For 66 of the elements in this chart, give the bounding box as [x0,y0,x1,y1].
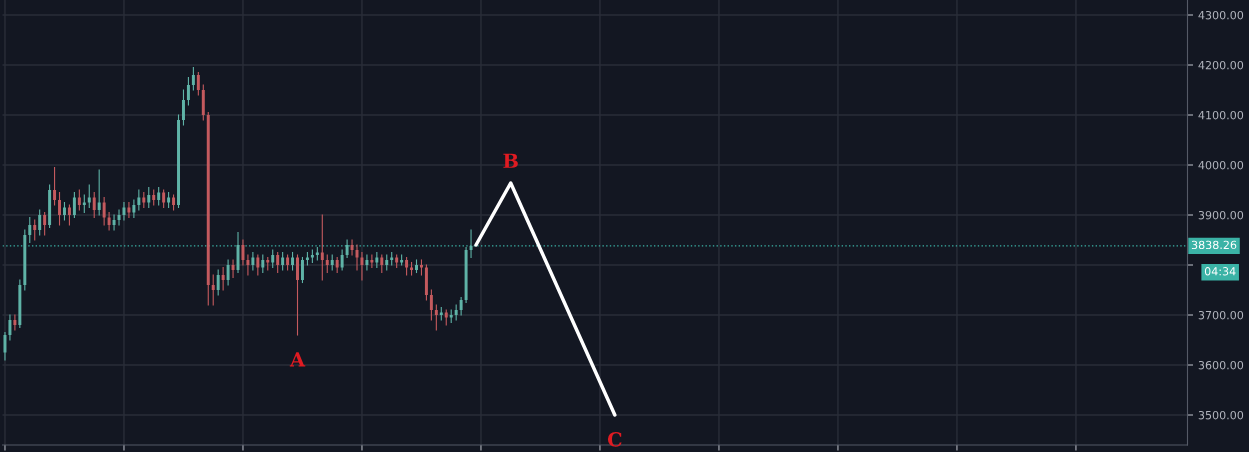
candlestick [28,216,32,244]
candlestick [3,331,7,361]
candlestick [62,201,66,221]
candlestick [320,214,324,281]
y-tick-label: 4300.00 [1198,10,1244,20]
candlestick [87,184,91,209]
candlestick [226,259,230,286]
candlestick [296,254,299,336]
ref-line-label: 3838.26 [1191,240,1237,250]
candlestick [350,239,354,256]
y-tick-label: 4000.00 [1198,160,1244,170]
candlestick [360,251,364,281]
candlestick [459,296,463,316]
y-tick-label: 3700.00 [1198,310,1244,320]
candlestick [107,211,111,231]
candlestick [186,76,190,106]
candlestick [221,266,225,291]
candlestick [370,254,374,269]
candlestick [181,89,185,126]
candlestick [8,314,12,341]
candlestick [340,249,344,271]
candlestick [72,191,76,219]
candlestick [58,191,61,226]
candlestick [13,314,17,331]
candlestick [147,186,151,209]
candlestick [33,219,37,241]
candlestick [365,254,369,271]
candlestick [211,274,215,306]
candlestick [117,209,121,226]
candlestick [112,214,116,231]
candlestick [246,254,250,276]
candlestick [256,254,260,276]
candlestick [191,66,195,91]
candlestick [127,201,131,219]
y-tick-label: 4100.00 [1198,110,1244,120]
annotation: A [289,352,306,367]
candlestick [429,289,433,321]
annotation: B [503,153,518,168]
candlestick [241,239,245,266]
candlestick [38,209,42,236]
y-tick-label: 3600.00 [1198,360,1244,370]
candlestick [276,251,280,274]
candlestick [53,166,57,206]
candlestick [415,259,418,274]
y-tick-label: 3500.00 [1198,410,1244,420]
y-tick-label: 3900.00 [1198,210,1244,220]
candlestick [77,189,81,211]
candlestick [43,211,47,236]
candlestick [216,269,220,296]
candlestick [92,191,96,219]
annotation: C [607,432,622,447]
candlestick [231,259,235,279]
candlestick [434,304,438,331]
candlestick [345,239,349,259]
candlestick [122,201,126,221]
text: 04:34 [1204,267,1236,276]
candlestick [469,229,473,259]
candlestick [132,199,136,219]
candlestick [67,204,71,226]
candlestick [97,169,101,216]
candlestick [196,71,200,96]
y-tick-label: 4200.00 [1198,60,1244,70]
candlestick [102,196,106,226]
candlestick [251,251,255,271]
candlestick [300,256,304,284]
candlestick [137,189,141,211]
